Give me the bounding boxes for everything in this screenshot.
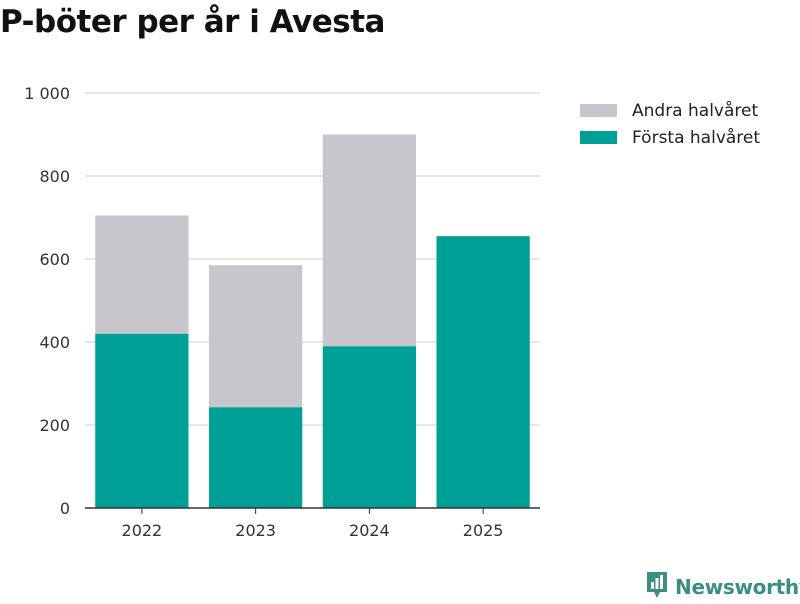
legend-swatch-forsta (580, 131, 617, 144)
bar-segment (322, 346, 417, 508)
y-tick-label: 400 (39, 333, 70, 352)
legend-item-andra[interactable]: Andra halvåret (580, 97, 760, 124)
x-axis: 2022 2023 2024 2025 (85, 507, 540, 540)
bar-segment (322, 134, 417, 347)
y-tick-label: 200 (39, 416, 70, 435)
chart-title: P-böter per år i Avesta (0, 4, 385, 40)
newsworthy-brand[interactable]: Newsworthy (645, 570, 800, 604)
x-tick-label: 2022 (122, 521, 163, 540)
x-tick-label: 2025 (463, 521, 504, 540)
y-tick-label: 600 (39, 250, 70, 269)
legend-label-andra: Andra halvåret (632, 100, 759, 121)
legend-item-forsta[interactable]: Första halvåret (580, 124, 760, 151)
y-tick-label: 800 (39, 167, 70, 186)
bar-segment (208, 265, 303, 408)
y-axis: 0 200 400 600 800 1 000 (24, 84, 70, 518)
legend-label-forsta: Första halvåret (632, 127, 761, 148)
x-tick-label: 2024 (349, 521, 390, 540)
bar-segment (208, 407, 303, 508)
legend: Andra halvåret Första halvåret (580, 97, 760, 151)
brand-name: Newsworthy (675, 575, 800, 599)
bar-segment (436, 236, 530, 509)
bars (95, 134, 530, 509)
bar-segment (95, 215, 189, 334)
x-tick-label: 2023 (235, 521, 276, 540)
newsworthy-logo-icon (645, 570, 669, 604)
y-tick-label: 0 (60, 499, 70, 518)
legend-swatch-andra (580, 104, 617, 117)
y-tick-label: 1 000 (24, 84, 70, 103)
bar-segment (95, 333, 189, 508)
